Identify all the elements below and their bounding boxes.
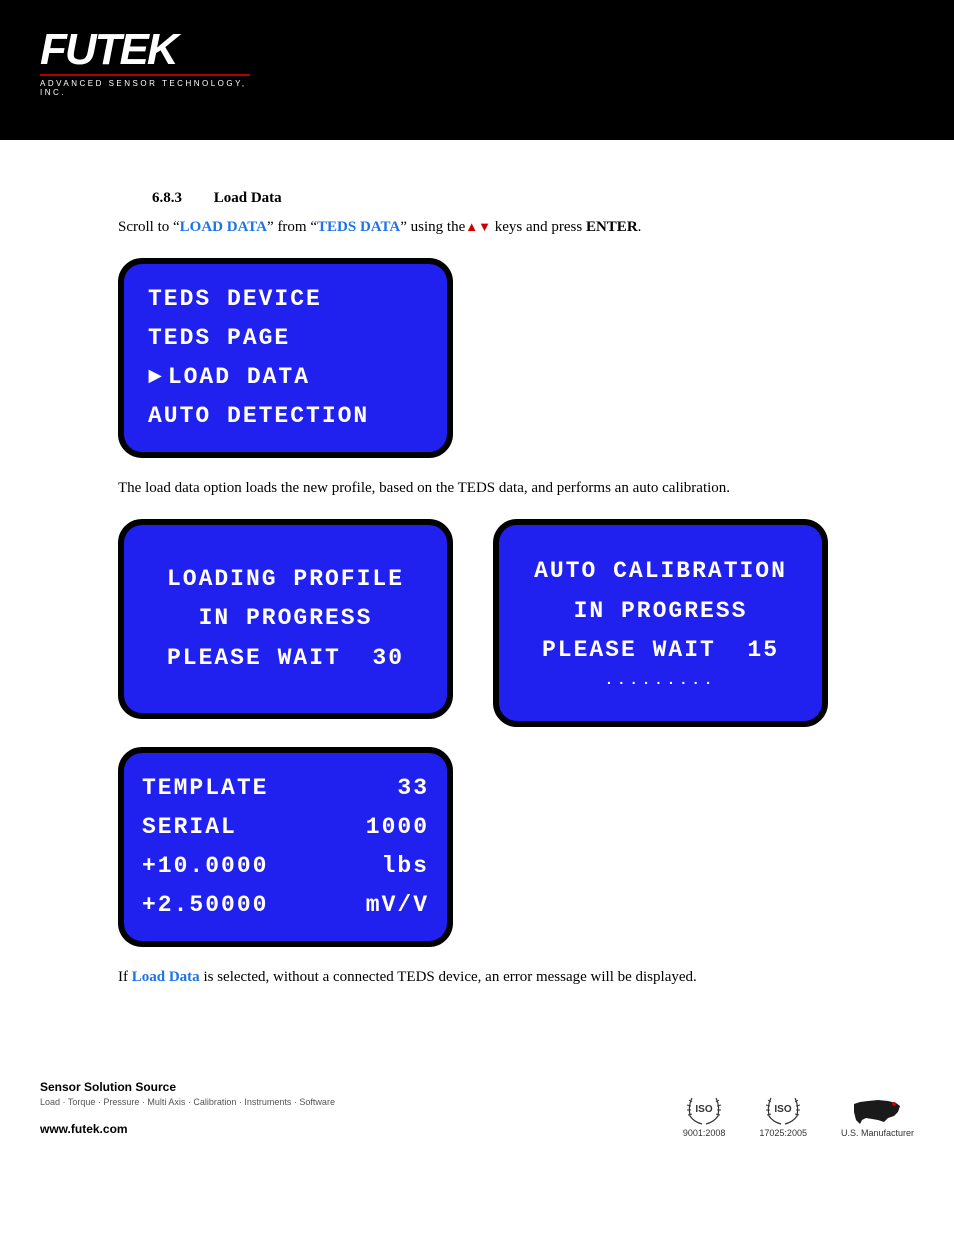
badge-label: U.S. Manufacturer bbox=[841, 1128, 914, 1138]
description-text: The load data option loads the new profi… bbox=[118, 478, 884, 499]
result-row: +10.0000lbs bbox=[142, 847, 429, 886]
footer-left: Sensor Solution Source Load · Torque · P… bbox=[40, 1078, 335, 1138]
lcd-result-screen: TEMPLATE33 SERIAL1000 +10.0000lbs +2.500… bbox=[118, 747, 453, 947]
us-manufacturer-badge: U.S. Manufacturer bbox=[841, 1096, 914, 1138]
iso-badge: ISO 9001:2008 bbox=[683, 1092, 726, 1138]
badge-label: 17025:2005 bbox=[759, 1128, 807, 1138]
intro-text: Scroll to “LOAD DATA” from “TEDS DATA” u… bbox=[118, 217, 884, 238]
result-row: +2.50000mV/V bbox=[142, 886, 429, 925]
page-footer: Sensor Solution Source Load · Torque · P… bbox=[0, 1038, 954, 1164]
menu-item: TEDS DEVICE bbox=[142, 280, 429, 319]
page-header: FUTEK ADVANCED SENSOR TECHNOLOGY, INC. bbox=[0, 0, 954, 140]
menu-item: TEDS PAGE bbox=[142, 319, 429, 358]
footer-title: Sensor Solution Source bbox=[40, 1078, 335, 1096]
lcd-line: LOADING PROFILE bbox=[142, 560, 429, 599]
outro-text: If Load Data is selected, without a conn… bbox=[118, 967, 884, 988]
menu-item: AUTO DETECTION bbox=[142, 397, 429, 436]
footer-badges: ISO 9001:2008 ISO 17025:2005 U.S. Manufa… bbox=[683, 1092, 914, 1138]
logo-underline bbox=[40, 74, 250, 76]
page-content: 6.8.3 Load Data Scroll to “LOAD DATA” fr… bbox=[0, 140, 954, 1038]
term-teds-data: TEDS DATA bbox=[317, 219, 400, 235]
section-number: 6.8.3 bbox=[152, 190, 182, 206]
iso-badge: ISO 17025:2005 bbox=[759, 1092, 807, 1138]
result-row: SERIAL1000 bbox=[142, 808, 429, 847]
result-row: TEMPLATE33 bbox=[142, 769, 429, 808]
lcd-line: IN PROGRESS bbox=[142, 599, 429, 638]
footer-services: Load · Torque · Pressure · Multi Axis · … bbox=[40, 1096, 335, 1110]
svg-text:ISO: ISO bbox=[775, 1104, 792, 1115]
progress-dots: ......... bbox=[517, 670, 804, 694]
enter-key-label: ENTER bbox=[586, 219, 638, 235]
lcd-line: PLEASE WAIT 30 bbox=[142, 639, 429, 678]
lcd-loading-screen: LOADING PROFILE IN PROGRESS PLEASE WAIT … bbox=[118, 519, 453, 719]
down-triangle-icon: ▼ bbox=[478, 219, 491, 234]
lcd-line: PLEASE WAIT 15 bbox=[517, 631, 804, 670]
lcd-autocal-screen: AUTO CALIBRATION IN PROGRESS PLEASE WAIT… bbox=[493, 519, 828, 727]
section-title: Load Data bbox=[214, 190, 282, 206]
menu-item-selected: ►LOAD DATA bbox=[142, 358, 429, 397]
usa-map-icon bbox=[850, 1096, 904, 1126]
term-load-data: LOAD DATA bbox=[180, 219, 267, 235]
section-heading: 6.8.3 Load Data bbox=[152, 190, 884, 207]
logo: FUTEK ADVANCED SENSOR TECHNOLOGY, INC. bbox=[40, 28, 250, 97]
lcd-line: IN PROGRESS bbox=[517, 592, 804, 631]
up-triangle-icon: ▲ bbox=[465, 219, 478, 234]
logo-subtitle: ADVANCED SENSOR TECHNOLOGY, INC. bbox=[40, 79, 250, 97]
lcd-menu-screen: TEDS DEVICE TEDS PAGE ►LOAD DATA AUTO DE… bbox=[118, 258, 453, 458]
footer-url: www.futek.com bbox=[40, 1120, 335, 1138]
lcd-line: AUTO CALIBRATION bbox=[517, 552, 804, 591]
laurel-icon: ISO bbox=[763, 1092, 803, 1126]
svg-text:ISO: ISO bbox=[696, 1104, 713, 1115]
term-load-data-outro: Load Data bbox=[132, 969, 200, 985]
cursor-icon: ► bbox=[148, 358, 164, 397]
laurel-icon: ISO bbox=[684, 1092, 724, 1126]
logo-wordmark: FUTEK bbox=[40, 28, 250, 72]
badge-label: 9001:2008 bbox=[683, 1128, 726, 1138]
